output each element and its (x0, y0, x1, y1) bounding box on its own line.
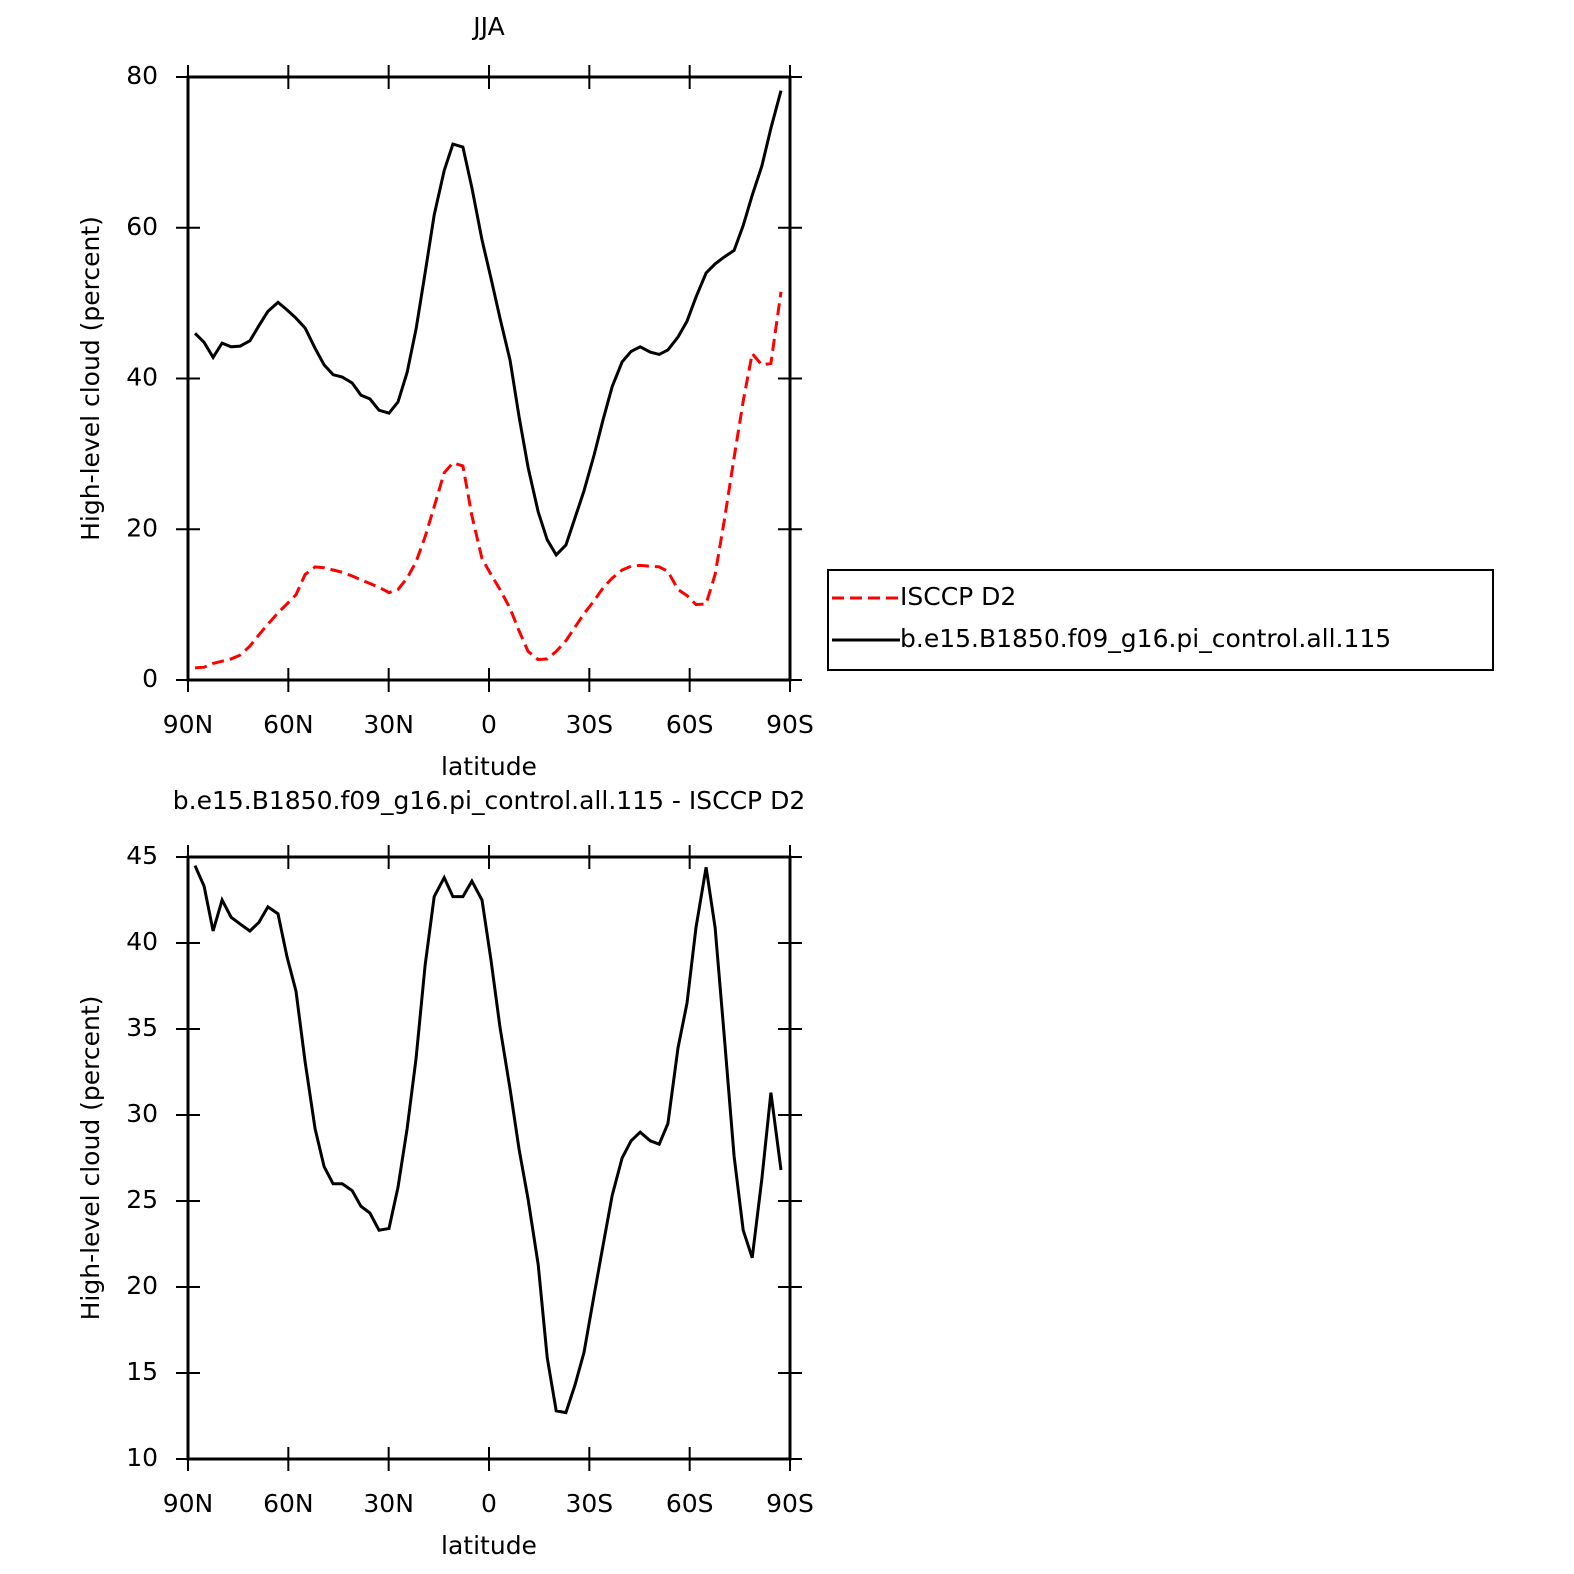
x-tick-label: 90S (766, 1489, 814, 1518)
data-line (193, 90, 783, 558)
y-tick-label: 30 (126, 1099, 158, 1128)
x-tick-label: 60S (666, 710, 714, 739)
legend-box (827, 569, 1494, 671)
y-tick-label: 80 (126, 61, 158, 90)
y-tick-label: 15 (126, 1357, 158, 1386)
x-tick-label: 0 (481, 710, 497, 739)
x-tick-label: 30N (363, 710, 414, 739)
y-tick-label: 25 (126, 1185, 158, 1214)
y-tick-label: 60 (126, 212, 158, 241)
x-tick-label: 60N (263, 1489, 314, 1518)
legend-label: ISCCP D2 (900, 582, 1016, 611)
x-tick-label: 0 (481, 1489, 497, 1518)
y-axis-label: High-level cloud (percent) (76, 996, 105, 1321)
plot-frame (186, 855, 792, 1461)
x-tick-label: 30S (565, 710, 613, 739)
y-tick-label: 20 (126, 1271, 158, 1300)
y-tick-label: 20 (126, 513, 158, 542)
x-tick-label: 60N (263, 710, 314, 739)
x-tick-label: 30S (565, 1489, 613, 1518)
x-tick-label: 60S (666, 1489, 714, 1518)
y-tick-label: 45 (126, 841, 158, 870)
chart-title: b.e15.B1850.f09_g16.pi_control.all.115 -… (173, 786, 805, 815)
y-tick-label: 40 (126, 927, 158, 956)
y-tick-label: 0 (142, 664, 158, 693)
x-tick-label: 90S (766, 710, 814, 739)
chart-title: JJA (471, 12, 504, 41)
y-tick-label: 40 (126, 363, 158, 392)
y-tick-label: 10 (126, 1443, 158, 1472)
x-tick-label: 30N (363, 1489, 414, 1518)
x-axis-label: latitude (441, 752, 537, 781)
data-line (193, 864, 783, 1415)
x-axis-label: latitude (441, 1531, 537, 1560)
x-tick-label: 90N (163, 1489, 214, 1518)
data-line (194, 291, 783, 670)
y-tick-label: 35 (126, 1013, 158, 1042)
y-axis-label: High-level cloud (percent) (76, 216, 105, 541)
plot-frame (186, 75, 792, 682)
legend-label: b.e15.B1850.f09_g16.pi_control.all.115 (900, 624, 1391, 653)
x-tick-label: 90N (163, 710, 214, 739)
